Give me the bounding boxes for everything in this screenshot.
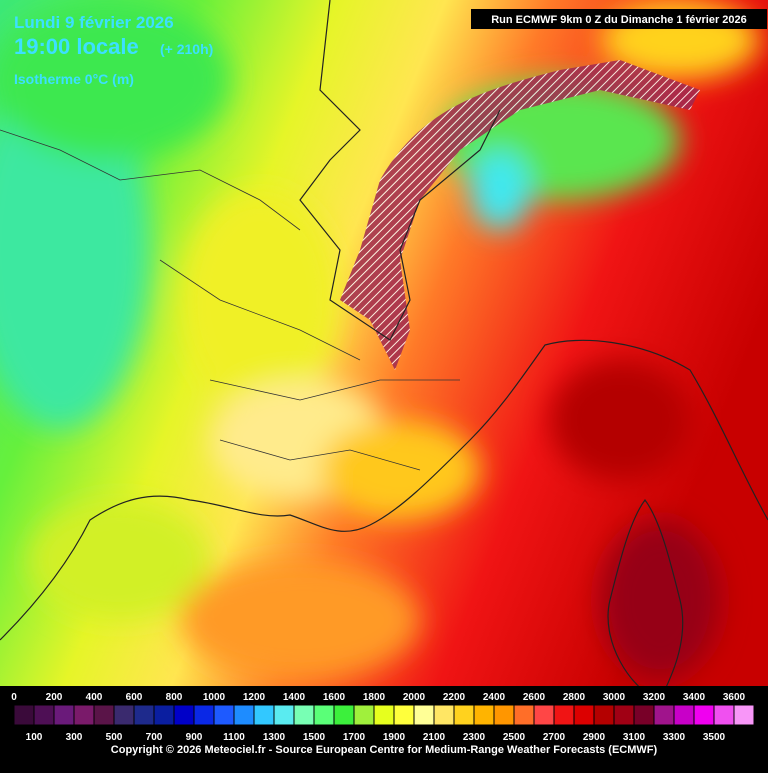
scale-swatch — [233, 704, 255, 726]
scale-label-top: 2200 — [443, 692, 466, 703]
scale-label-top: 3400 — [683, 692, 706, 703]
scale-swatch — [413, 704, 435, 726]
scale-swatch — [373, 704, 395, 726]
run-box — [471, 9, 767, 29]
scale-swatch — [393, 704, 415, 726]
scale-swatch — [93, 704, 115, 726]
scale-swatch — [473, 704, 495, 726]
scale-label-bottom: 1100 — [223, 732, 245, 743]
color-scale: 0 200 400 600 800 1000 1200 1400 1600 1800 2000 220… — [11, 692, 755, 743]
scale-swatch — [713, 704, 735, 726]
scale-swatch — [133, 704, 155, 726]
scale-label-top: 2800 — [563, 692, 586, 703]
scale-swatch — [433, 704, 455, 726]
scale-label-top: 3600 — [723, 692, 746, 703]
copyright: Copyright © 2026 Meteociel.fr - Source E… — [111, 744, 658, 756]
scale-swatch — [173, 704, 195, 726]
scale-swatch — [673, 704, 695, 726]
legend-panel — [0, 686, 768, 768]
scale-label-bottom: 2500 — [503, 732, 526, 743]
scale-label-bottom: 300 — [66, 732, 83, 743]
scale-label-top: 600 — [126, 692, 143, 703]
scale-label-top: 2600 — [523, 692, 546, 703]
scale-label-top: 3200 — [643, 692, 666, 703]
scale-label-bottom: 3100 — [623, 732, 646, 743]
scale-label-bottom: 700 — [146, 732, 163, 743]
scale-swatch — [73, 704, 95, 726]
local-time: 19:00 locale — [14, 34, 139, 59]
scale-label-top: 2400 — [483, 692, 506, 703]
scale-label-bottom: 2900 — [583, 732, 606, 743]
scale-label-top: 1400 — [283, 692, 306, 703]
scale-swatch — [273, 704, 295, 726]
scale-swatch — [573, 704, 595, 726]
scale-swatch — [453, 704, 475, 726]
scale-label-bottom: 900 — [186, 732, 203, 743]
scale-swatch — [693, 704, 715, 726]
scale-swatch — [33, 704, 55, 726]
date: Lundi 9 février 2026 — [14, 13, 174, 32]
scale-swatch — [313, 704, 335, 726]
scale-label-bottom: 1700 — [343, 732, 366, 743]
run-info: Run ECMWF 9km 0 Z du Dimanche 1 février … — [491, 14, 747, 26]
scale-label-bottom: 1500 — [303, 732, 326, 743]
scale-swatch — [333, 704, 355, 726]
scale-label-top: 400 — [86, 692, 103, 703]
scale-swatch — [193, 704, 215, 726]
scale-swatch — [493, 704, 515, 726]
scale-label-top: 1800 — [363, 692, 386, 703]
scale-label-bottom: 500 — [106, 732, 123, 743]
scale-swatch — [553, 704, 575, 726]
scale-swatch — [253, 704, 275, 726]
scale-swatch — [733, 704, 755, 726]
scale-swatch — [13, 704, 35, 726]
scale-label-top: 2000 — [403, 692, 426, 703]
scale-swatch — [613, 704, 635, 726]
scale-swatch — [53, 704, 75, 726]
scale-label-top: 800 — [166, 692, 183, 703]
scale-swatch — [633, 704, 655, 726]
scale-swatch — [513, 704, 535, 726]
header: Lundi 9 février 2026 19:00 locale (+ 210… — [14, 9, 767, 87]
scale-swatch — [593, 704, 615, 726]
scale-swatch — [353, 704, 375, 726]
scale-label-bottom: 100 — [26, 732, 43, 743]
scale-swatch — [213, 704, 235, 726]
scale-label-bottom: 2100 — [423, 732, 446, 743]
scale-label-top: 3000 — [603, 692, 626, 703]
scale-label-bottom: 2300 — [463, 732, 486, 743]
scale-label-top: 200 — [46, 692, 63, 703]
scale-swatch — [293, 704, 315, 726]
scale-label-bottom: 1300 — [263, 732, 286, 743]
lead-time: (+ 210h) — [160, 41, 213, 57]
scale-label-bottom: 1900 — [383, 732, 406, 743]
scale-label-top: 1000 — [203, 692, 226, 703]
relief-hatch — [340, 60, 700, 370]
scale-label-bottom: 3500 — [703, 732, 726, 743]
scale-swatch — [153, 704, 175, 726]
scale-label-bottom: 2700 — [543, 732, 566, 743]
scale-swatch — [653, 704, 675, 726]
scale-swatch — [113, 704, 135, 726]
scale-swatch — [533, 704, 555, 726]
scale-label-top: 1200 — [243, 692, 266, 703]
scale-label-bottom: 3300 — [663, 732, 686, 743]
scale-label-top: 0 — [11, 692, 17, 703]
scale-label-top: 1600 — [323, 692, 346, 703]
field-name: Isotherme 0°C (m) — [14, 71, 134, 87]
